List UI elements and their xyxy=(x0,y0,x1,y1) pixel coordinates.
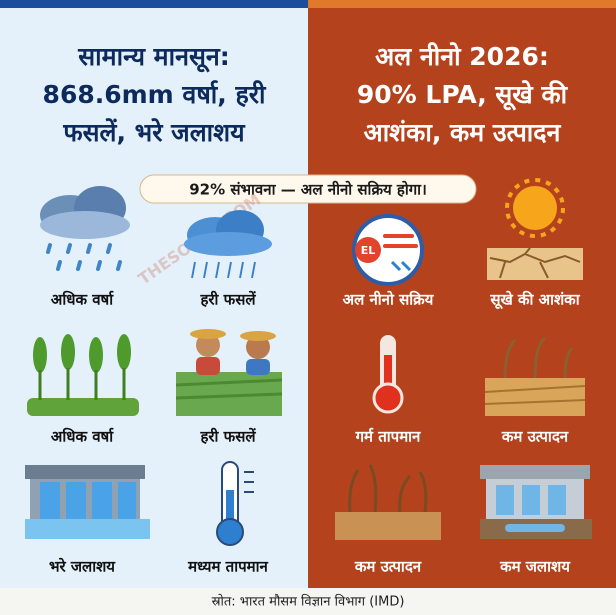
item-label: भरे जलाशय xyxy=(49,558,116,576)
title-line: आशंका, कम उत्पादन xyxy=(364,118,562,147)
withered-crops-icon xyxy=(335,464,441,540)
source-bar xyxy=(0,588,616,615)
title-line: फसलें, भरे जलाशय xyxy=(62,118,246,147)
low-dam-icon xyxy=(480,465,592,539)
sun-cracked-ground-icon xyxy=(487,178,583,280)
title-line: सामान्य मानसून: xyxy=(77,42,229,73)
item-label: अधिक वर्षा xyxy=(51,291,114,309)
banner-box xyxy=(139,174,477,204)
title-line: अल नीनो 2026: xyxy=(375,42,549,71)
top-bar xyxy=(308,0,616,8)
item-label: कम जलाशय xyxy=(499,558,571,576)
full-dam-icon xyxy=(25,465,150,539)
item-label: सूखे की आशंका xyxy=(489,291,580,310)
item-label: मध्यम तापमान xyxy=(187,558,268,576)
hot-thermometer-icon xyxy=(372,335,404,414)
cloud-icon xyxy=(184,210,272,279)
mild-thermometer-icon xyxy=(216,461,254,546)
title-line: 868.6mm वर्षा, हरी xyxy=(43,80,267,109)
item-label: हरी फसलें xyxy=(199,291,256,309)
item-label: हरी फसलें xyxy=(199,428,256,446)
wheat-icon xyxy=(27,334,139,416)
top-bar xyxy=(0,0,308,8)
dry-field-icon xyxy=(484,336,586,416)
source: स्रोत: भारत मौसम विज्ञान विभाग (IMD) xyxy=(212,594,405,610)
farmers-icon xyxy=(175,329,283,416)
rain-cloud-icon xyxy=(40,186,130,271)
item-label: अल नीनो सक्रिय xyxy=(343,291,435,309)
item-label: अधिक वर्षा xyxy=(51,428,114,446)
banner: 92% संभावना — अल नीनो सक्रिय होगा। xyxy=(189,181,427,199)
title-line: 90% LPA, सूखे की xyxy=(357,80,569,111)
el-nino-icon: EL xyxy=(352,214,424,286)
item-label: कम उत्पादन xyxy=(501,428,569,446)
item-label: कम उत्पादन xyxy=(354,558,422,576)
item-label: गर्म तापमान xyxy=(355,428,421,446)
badge: EL xyxy=(361,244,376,257)
